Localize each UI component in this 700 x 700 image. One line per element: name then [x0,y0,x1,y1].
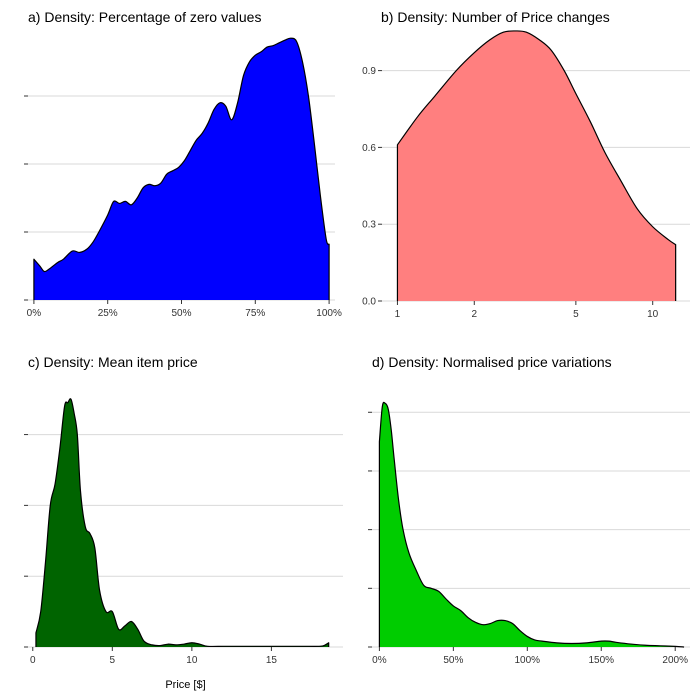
x-tick-label: 5 [573,309,579,320]
x-tick-label: 100% [515,655,541,666]
panel-a: a) Density: Percentage of zero values 0% 2… [24,9,342,319]
density-outline [35,398,330,648]
x-tick-label: 1 [395,309,401,320]
density-area [397,30,676,301]
panel-b: b) Density: Number of Price changes 0.0 0.… [362,9,690,320]
panel-d-title: d) Density: Normalised price variations [372,354,612,370]
x-tick-label: 150% [588,655,614,666]
x-tick-label: 75% [245,308,265,319]
x-tick-label: 5 [110,655,116,666]
y-tick-label: 0.9 [362,66,376,77]
y-tick-label: 0.3 [362,220,376,231]
x-tick-label: 10 [647,309,659,320]
x-axis-label: Price [$] [165,679,205,691]
x-tick-label: 25% [98,308,118,319]
density-outline [396,30,677,301]
density-outline [33,37,330,300]
y-tick-label: 0.0 [362,297,376,308]
density-outline [378,401,685,648]
panel-c-title: c) Density: Mean item price [28,354,198,370]
panel-d: d) Density: Normalised price variations 0… [368,354,690,666]
y-tick-label: 0.6 [362,143,376,154]
panel-b-title: b) Density: Number of Price changes [381,9,610,25]
density-area [35,398,329,647]
x-tick-label: 10 [186,655,198,666]
panel-a-title: a) Density: Percentage of zero values [28,9,261,25]
x-tick-label: 50% [443,655,463,666]
x-tick-label: 2 [471,309,477,320]
density-area [379,402,685,647]
x-tick-label: 200% [662,655,688,666]
x-tick-label: 0% [27,308,42,319]
x-tick-label: 100% [316,308,342,319]
x-tick-label: 0% [372,655,387,666]
x-tick-label: 50% [171,308,191,319]
x-tick-label: 15 [266,655,278,666]
panel-c: c) Density: Mean item price 0 5 10 15 Price [… [24,354,343,691]
density-area [33,38,330,300]
x-tick-label: 0 [30,655,36,666]
